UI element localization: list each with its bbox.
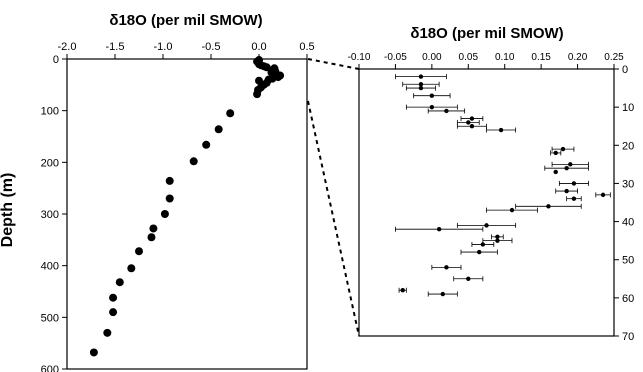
left-y-tick-label: 600 <box>41 364 59 372</box>
right-data-point <box>440 291 445 297</box>
left-data-point <box>109 308 118 317</box>
right-data-point <box>600 192 606 198</box>
left-data-point <box>115 278 124 287</box>
left-y-tick-label: 0 <box>53 54 59 66</box>
left-plot-frame <box>66 58 308 370</box>
right-data-point <box>418 82 424 87</box>
left-y-tick-label: 400 <box>41 261 59 273</box>
left-data-points <box>89 56 285 357</box>
left-data-point <box>165 176 174 185</box>
right-data-point <box>480 242 486 247</box>
left-y-tick-label: 300 <box>41 209 59 221</box>
left-data-point <box>165 194 174 203</box>
left-x-tick-label: -0.5 <box>202 41 221 53</box>
right-data-point <box>568 162 573 167</box>
right-data-point <box>564 188 569 194</box>
left-data-point <box>270 64 279 73</box>
left-x-axis-title: δ18O (per mil SMOW) <box>109 12 262 29</box>
right-y-tick-label: 40 <box>622 217 634 229</box>
left-data-point <box>135 247 143 256</box>
left-x-tick-label: -1.5 <box>106 41 125 53</box>
right-x-tick-label: 0.10 <box>495 52 515 63</box>
left-data-point <box>109 293 118 302</box>
left-x-ticks: -2.0 -1.5 -1.0 -0.5 0.0 0.5 <box>58 41 315 59</box>
right-y-tick-label: 30 <box>622 178 634 190</box>
right-data-point <box>444 108 449 114</box>
left-panel: δ18O (per mil SMOW) -2.0 -1.5 -1.0 -0.5 0.0 0… <box>0 12 315 372</box>
right-data-point <box>429 93 435 98</box>
right-data-point <box>498 127 504 133</box>
right-data-point <box>484 223 489 228</box>
right-y-tick-label: 10 <box>622 102 634 114</box>
right-data-point <box>571 196 577 201</box>
right-data-point <box>564 165 569 171</box>
left-x-tick-label: -1.0 <box>154 41 173 53</box>
left-data-point <box>255 56 263 65</box>
left-data-point <box>149 224 158 233</box>
right-data-point <box>495 234 500 240</box>
left-data-point <box>226 109 235 118</box>
right-data-point <box>553 150 558 156</box>
right-panel: δ18O (per mil SMOW) -0.10 -0.05 0.00 0.05 0.… <box>348 25 635 343</box>
right-data-point <box>444 265 449 270</box>
right-data-point <box>469 116 475 121</box>
right-data-point <box>509 207 515 213</box>
right-plot-frame <box>358 68 615 337</box>
right-y-tick-label: 70 <box>622 331 634 343</box>
right-data-point <box>553 169 558 175</box>
right-y-tick-label: 50 <box>622 255 634 267</box>
right-y-ticks: 0 10 20 30 40 50 60 70 <box>614 64 634 343</box>
left-y-ticks: 0 100 200 300 400 500 600 <box>41 54 67 372</box>
right-x-tick-label: 0.15 <box>531 52 551 63</box>
left-y-tick-label: 100 <box>41 106 59 118</box>
right-data-point <box>466 276 471 281</box>
left-x-tick-label: 0.0 <box>251 41 266 53</box>
right-data-point <box>429 104 435 110</box>
right-data-point <box>546 204 551 209</box>
right-x-tick-label: -0.05 <box>384 52 407 63</box>
right-data-point <box>466 120 471 125</box>
right-x-tick-label: 0.25 <box>604 52 624 63</box>
right-data-point <box>495 238 500 243</box>
right-y-tick-label: 60 <box>622 293 634 305</box>
right-x-tick-label: 0.20 <box>568 52 588 63</box>
right-data-point <box>400 288 405 293</box>
right-data-points <box>395 74 611 297</box>
zoom-connector-top <box>307 58 360 70</box>
right-x-ticks: -0.10 -0.05 0.00 0.05 0.10 0.15 0.20 0.25 <box>348 52 624 69</box>
left-data-point <box>189 157 198 166</box>
right-data-point <box>477 249 482 255</box>
left-data-point <box>160 210 169 218</box>
zoom-connector-bottom <box>307 100 360 337</box>
right-data-point <box>436 227 442 232</box>
right-x-axis-title: δ18O (per mil SMOW) <box>410 25 563 42</box>
right-data-point <box>469 124 475 129</box>
left-data-point <box>255 76 263 85</box>
left-data-point <box>147 233 156 242</box>
right-y-tick-label: 0 <box>622 64 628 76</box>
left-y-tick-label: 500 <box>41 312 59 324</box>
left-x-tick-label: 0.5 <box>299 41 314 53</box>
left-data-point <box>214 125 223 134</box>
left-data-point <box>103 328 112 337</box>
right-x-tick-label: 0.00 <box>422 52 442 63</box>
right-data-point <box>560 146 566 152</box>
left-data-point <box>202 140 211 149</box>
right-x-tick-label: -0.10 <box>348 52 371 63</box>
left-x-tick-label: -2.0 <box>58 41 77 53</box>
right-y-tick-label: 20 <box>622 140 634 152</box>
right-x-tick-label: 0.05 <box>459 52 479 63</box>
right-data-point <box>418 74 424 79</box>
left-data-point <box>89 348 98 357</box>
left-y-tick-label: 200 <box>41 157 59 169</box>
right-data-point <box>571 181 577 186</box>
left-data-point <box>127 264 136 273</box>
right-data-point <box>418 85 424 91</box>
left-y-axis-title: Depth (m) <box>0 173 16 248</box>
